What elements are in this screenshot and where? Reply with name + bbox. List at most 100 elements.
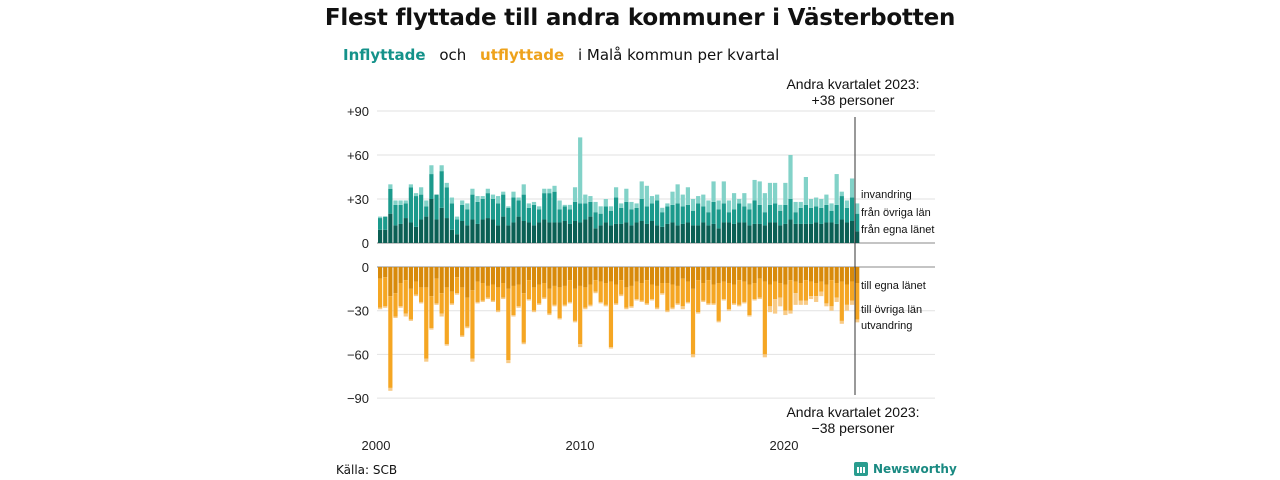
bar-out-egna bbox=[685, 267, 690, 282]
brand-logo[interactable]: Newsworthy bbox=[854, 462, 957, 476]
bar-in-ovriga bbox=[737, 203, 742, 223]
bar-in-invandring bbox=[506, 206, 511, 208]
bar-in-egna bbox=[542, 219, 547, 243]
bar-in-invandring bbox=[773, 182, 778, 204]
bar-out-utvandring bbox=[434, 303, 439, 305]
bar-in-egna bbox=[552, 222, 557, 243]
annotation-bottom-line1: Andra kvartalet 2023: bbox=[786, 404, 919, 420]
bar-in-ovriga bbox=[849, 197, 855, 221]
bar-in-ovriga bbox=[803, 204, 808, 224]
bar-out-egna bbox=[690, 267, 696, 289]
bar-out-utvandring bbox=[808, 296, 814, 300]
bar-out-egna bbox=[588, 267, 593, 285]
bar-in-egna bbox=[434, 219, 439, 243]
bar-out-utvandring bbox=[706, 303, 711, 305]
bar-out-utvandring bbox=[814, 296, 819, 302]
series-label-in: invandring bbox=[861, 189, 912, 201]
bar-out-utvandring bbox=[603, 304, 608, 307]
bar-out-ovriga bbox=[444, 287, 449, 345]
bar-out-ovriga bbox=[639, 283, 644, 301]
bar-out-utvandring bbox=[726, 309, 732, 311]
bar-out-egna bbox=[393, 267, 398, 294]
bar-out-utvandring bbox=[501, 297, 506, 300]
bar-out-ovriga bbox=[501, 283, 506, 298]
bar-out-egna bbox=[429, 267, 434, 297]
bar-in-egna bbox=[778, 225, 783, 243]
bar-out-ovriga bbox=[798, 283, 803, 301]
bar-out-utvandring bbox=[855, 319, 860, 323]
bar-in-egna bbox=[737, 222, 742, 243]
bar-in-ovriga bbox=[619, 207, 624, 224]
bar-in-invandring bbox=[393, 200, 398, 205]
bar-out-ovriga bbox=[485, 285, 490, 298]
bar-in-ovriga bbox=[434, 194, 439, 220]
bar-out-ovriga bbox=[537, 284, 542, 304]
bar-in-ovriga bbox=[542, 193, 547, 220]
bar-in-ovriga bbox=[393, 204, 398, 226]
bar-out-egna bbox=[608, 267, 614, 282]
newsworthy-logo-icon bbox=[854, 462, 868, 476]
bar-in-ovriga bbox=[398, 204, 403, 224]
bar-in-egna bbox=[408, 222, 413, 243]
bar-in-invandring bbox=[583, 194, 588, 204]
bar-out-utvandring bbox=[567, 301, 573, 304]
series-label-in: från övriga län bbox=[861, 207, 931, 219]
bar-in-egna bbox=[798, 223, 803, 243]
bar-out-ovriga bbox=[767, 284, 773, 307]
bar-out-ovriga bbox=[716, 283, 721, 321]
bar-out-egna bbox=[475, 267, 480, 282]
bar-out-egna bbox=[593, 267, 598, 281]
bar-out-egna bbox=[624, 267, 629, 288]
bar-in-egna bbox=[849, 221, 855, 243]
bar-in-invandring bbox=[398, 200, 403, 205]
bar-out-utvandring bbox=[521, 342, 526, 345]
bar-out-ovriga bbox=[480, 283, 485, 301]
bar-out-utvandring bbox=[644, 303, 649, 305]
bar-in-ovriga bbox=[798, 207, 803, 224]
bar-out-ovriga bbox=[598, 281, 603, 302]
bar-in-invandring bbox=[706, 200, 711, 213]
bar-out-ovriga bbox=[613, 284, 619, 304]
bar-out-ovriga bbox=[629, 285, 634, 307]
bar-in-egna bbox=[752, 223, 757, 243]
bar-out-egna bbox=[619, 267, 624, 281]
bar-out-utvandring bbox=[583, 307, 588, 310]
bar-in-ovriga bbox=[839, 196, 844, 220]
bar-out-ovriga bbox=[649, 284, 655, 300]
bar-in-ovriga bbox=[665, 206, 670, 224]
bar-out-ovriga bbox=[398, 283, 403, 307]
bar-out-ovriga bbox=[393, 293, 398, 317]
bar-out-ovriga bbox=[829, 280, 834, 307]
bar-out-ovriga bbox=[531, 287, 537, 311]
bar-in-ovriga bbox=[634, 207, 639, 223]
bar-in-egna bbox=[603, 222, 608, 243]
bar-in-ovriga bbox=[680, 206, 685, 224]
bar-in-invandring bbox=[824, 194, 829, 205]
bar-out-ovriga bbox=[434, 278, 439, 304]
bar-out-utvandring bbox=[731, 303, 737, 305]
bar-out-utvandring bbox=[778, 297, 783, 307]
bar-in-ovriga bbox=[583, 203, 588, 220]
bar-in-egna bbox=[783, 223, 788, 243]
bar-out-utvandring bbox=[531, 310, 537, 313]
bar-out-ovriga bbox=[547, 288, 552, 314]
annotation-top-line2: +38 personer bbox=[812, 92, 895, 108]
bar-out-egna bbox=[460, 267, 465, 288]
bar-out-ovriga bbox=[572, 288, 578, 321]
bar-in-invandring bbox=[844, 200, 850, 208]
bar-in-ovriga bbox=[531, 204, 537, 226]
bar-in-egna bbox=[413, 226, 419, 243]
bar-in-invandring bbox=[439, 165, 444, 172]
bar-out-egna bbox=[439, 267, 444, 294]
bar-out-ovriga bbox=[495, 287, 501, 311]
bar-in-invandring bbox=[511, 191, 516, 198]
bar-out-ovriga bbox=[726, 283, 732, 310]
bar-out-utvandring bbox=[773, 299, 778, 314]
bar-out-egna bbox=[485, 267, 490, 286]
bar-in-ovriga bbox=[726, 212, 732, 223]
bar-in-invandring bbox=[501, 191, 506, 195]
bar-out-utvandring bbox=[470, 358, 475, 362]
bar-out-ovriga bbox=[567, 280, 573, 302]
bar-out-ovriga bbox=[747, 284, 752, 316]
bar-out-ovriga bbox=[588, 284, 593, 305]
